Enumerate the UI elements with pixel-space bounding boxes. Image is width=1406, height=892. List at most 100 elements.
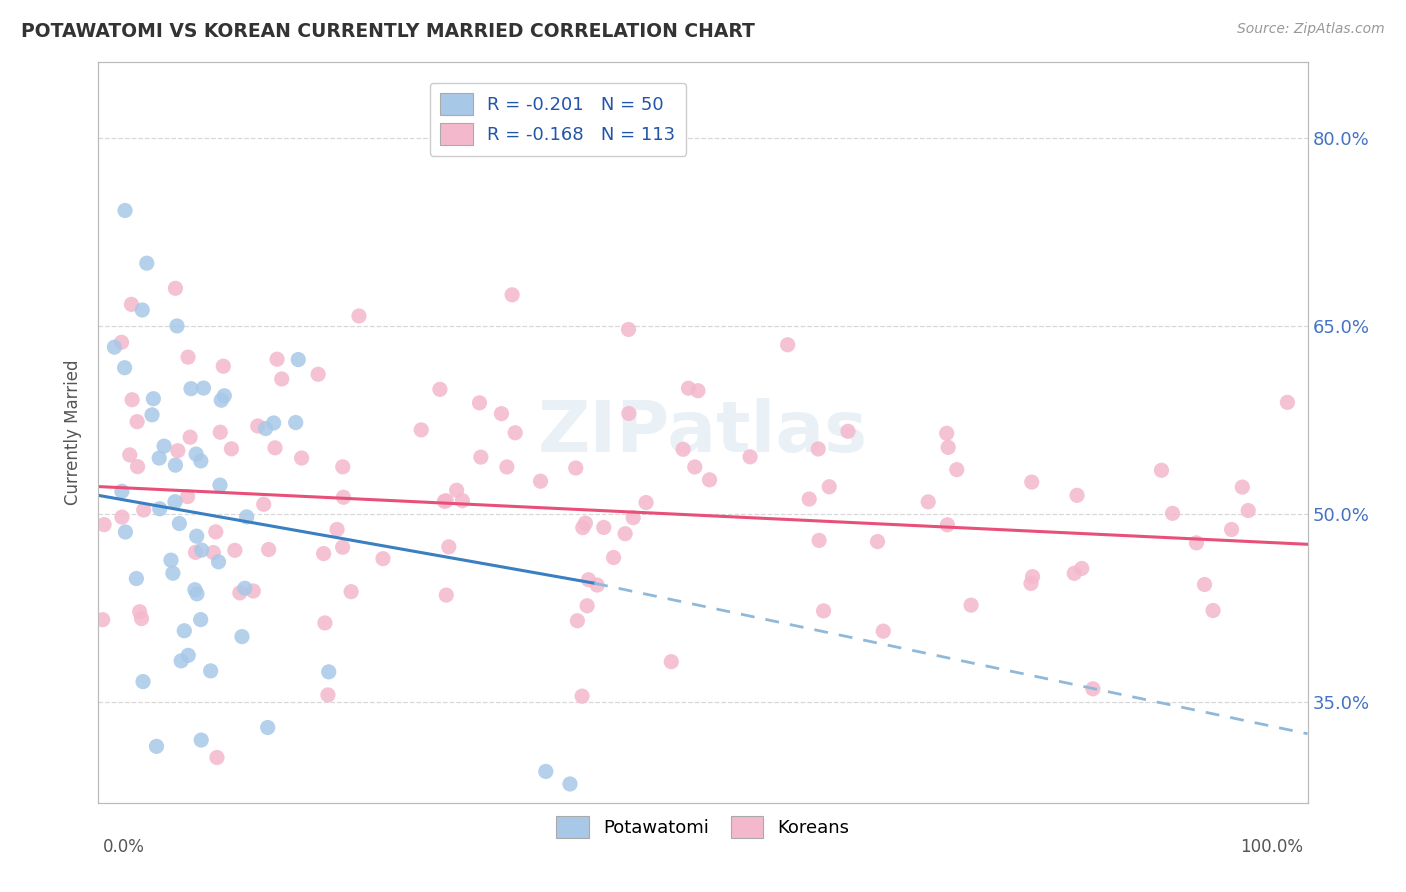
Point — [231, 630, 253, 644]
Point — [166, 318, 188, 333]
Point — [799, 491, 821, 506]
Point — [177, 648, 200, 663]
Legend: Potawatomi, Koreans: Potawatomi, Koreans — [550, 809, 856, 846]
Point — [496, 459, 519, 474]
Point — [235, 509, 257, 524]
Point — [659, 655, 682, 669]
Point — [153, 439, 176, 453]
Point — [316, 688, 339, 702]
Point — [221, 442, 243, 456]
Text: 0.0%: 0.0% — [103, 838, 145, 855]
Point — [776, 338, 799, 352]
Point — [131, 611, 153, 625]
Point — [1220, 523, 1243, 537]
Point — [872, 624, 894, 639]
Point — [534, 764, 557, 779]
Point — [128, 605, 150, 619]
Point — [165, 281, 187, 295]
Point — [193, 381, 215, 395]
Point — [564, 461, 586, 475]
Point — [470, 450, 492, 464]
Point — [180, 382, 202, 396]
Point — [229, 586, 252, 600]
Point — [200, 664, 222, 678]
Point — [145, 739, 167, 754]
Point — [683, 460, 706, 475]
Point — [945, 463, 967, 477]
Y-axis label: Currently Married: Currently Married — [65, 359, 83, 506]
Point — [125, 572, 148, 586]
Point — [284, 416, 307, 430]
Point — [434, 493, 457, 508]
Point — [529, 474, 551, 488]
Point — [160, 553, 183, 567]
Point — [332, 490, 354, 504]
Point — [837, 425, 859, 439]
Point — [166, 443, 188, 458]
Point — [121, 392, 143, 407]
Point — [173, 624, 195, 638]
Point — [1021, 569, 1043, 583]
Point — [332, 540, 354, 554]
Point — [127, 459, 149, 474]
Point — [558, 777, 581, 791]
Point — [437, 540, 460, 554]
Point — [1063, 566, 1085, 581]
Point — [179, 430, 201, 444]
Point — [813, 604, 835, 618]
Point — [1232, 480, 1254, 494]
Point — [686, 384, 709, 398]
Point — [165, 458, 187, 472]
Point — [614, 526, 637, 541]
Point — [917, 495, 939, 509]
Point — [592, 520, 614, 534]
Point — [1161, 506, 1184, 520]
Point — [184, 582, 207, 597]
Point — [936, 441, 959, 455]
Point — [1070, 561, 1092, 575]
Point — [207, 555, 229, 569]
Point — [1066, 488, 1088, 502]
Point — [127, 415, 149, 429]
Text: ZIPatlas: ZIPatlas — [538, 398, 868, 467]
Point — [162, 566, 184, 581]
Point — [678, 381, 700, 395]
Point — [257, 542, 280, 557]
Point — [578, 573, 600, 587]
Point — [233, 581, 256, 595]
Point — [1202, 603, 1225, 617]
Text: POTAWATOMI VS KOREAN CURRENTLY MARRIED CORRELATION CHART: POTAWATOMI VS KOREAN CURRENTLY MARRIED C… — [21, 22, 755, 41]
Point — [131, 303, 153, 318]
Point — [114, 524, 136, 539]
Point — [202, 545, 225, 559]
Point — [103, 340, 125, 354]
Point — [148, 451, 170, 466]
Point — [1150, 463, 1173, 477]
Point — [672, 442, 695, 457]
Point — [163, 494, 186, 508]
Point — [936, 517, 959, 532]
Point — [314, 615, 336, 630]
Point — [1185, 536, 1208, 550]
Point — [621, 510, 644, 524]
Point — [93, 517, 115, 532]
Point — [190, 733, 212, 747]
Point — [169, 516, 191, 531]
Point — [114, 360, 136, 375]
Point — [205, 750, 228, 764]
Point — [120, 297, 142, 311]
Point — [266, 352, 288, 367]
Point — [636, 495, 658, 509]
Point — [617, 322, 640, 336]
Point — [501, 288, 523, 302]
Point — [291, 450, 314, 465]
Point — [114, 203, 136, 218]
Point — [312, 547, 335, 561]
Point — [209, 425, 232, 440]
Point — [246, 419, 269, 434]
Point — [318, 665, 340, 679]
Point — [141, 408, 163, 422]
Point — [253, 497, 276, 511]
Point — [602, 550, 624, 565]
Point — [132, 503, 155, 517]
